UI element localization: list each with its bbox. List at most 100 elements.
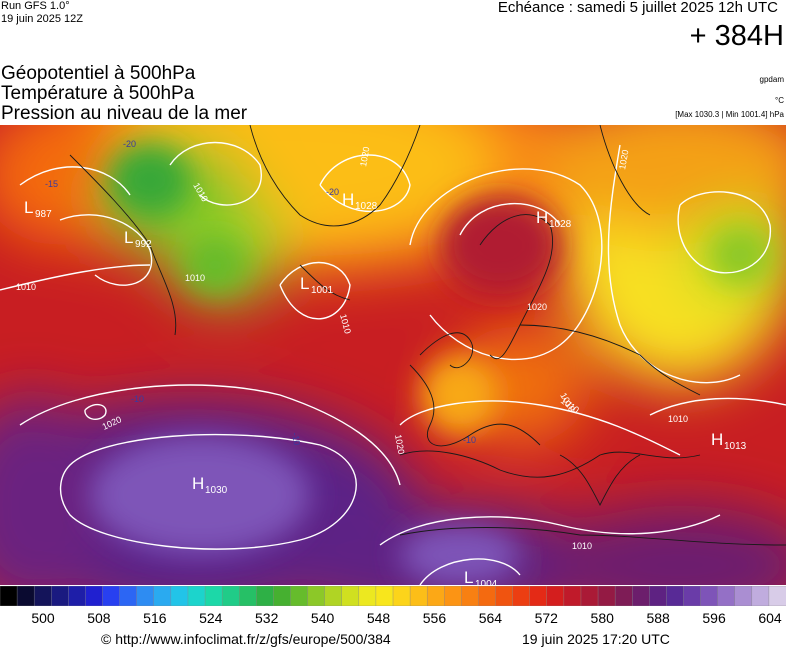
scale-cell xyxy=(409,586,428,606)
scale-cell xyxy=(700,586,719,606)
run-date: 19 juin 2025 12Z xyxy=(1,13,83,25)
isobar-label: 1010 xyxy=(185,273,205,283)
temp-label: -10 xyxy=(131,394,144,404)
scale-tick-label: 524 xyxy=(199,610,223,626)
low-pressure-center: L 1004 xyxy=(464,568,498,585)
scale-cell xyxy=(717,586,736,606)
scale-cell xyxy=(375,586,394,606)
scale-cell xyxy=(392,586,411,606)
scale-cell xyxy=(597,586,616,606)
svg-text:1004: 1004 xyxy=(475,579,498,585)
high-pressure-center: H 1028 xyxy=(536,208,572,230)
scale-cell xyxy=(0,586,18,606)
scale-cell xyxy=(221,586,240,606)
isobar-label: 1010 xyxy=(16,282,36,292)
scale-cell xyxy=(51,586,70,606)
high-pressure-center: H 1030 xyxy=(192,474,228,496)
scale-cell xyxy=(136,586,155,606)
scale-cell xyxy=(256,586,275,606)
isobar-label: 1020 xyxy=(617,149,630,170)
svg-text:H: H xyxy=(536,208,548,227)
scale-cell xyxy=(666,586,685,606)
scale-cell xyxy=(632,586,651,606)
scale-cell xyxy=(239,586,258,606)
svg-text:1028: 1028 xyxy=(549,219,572,230)
scale-tick-label: 532 xyxy=(255,610,279,626)
isobar-label: 1010 xyxy=(572,541,592,551)
svg-text:L: L xyxy=(24,198,33,217)
low-pressure-center: L 1001 xyxy=(300,274,334,296)
color-scale xyxy=(0,586,786,606)
scale-cell xyxy=(546,586,565,606)
scale-cell xyxy=(614,586,633,606)
scale-cell xyxy=(358,586,377,606)
scale-cell xyxy=(495,586,514,606)
field-mslp: Pression au niveau de la mer xyxy=(1,103,248,124)
scale-tick-label: 548 xyxy=(366,610,391,626)
high-pressure-center: H 1013 xyxy=(711,430,747,452)
svg-text:992: 992 xyxy=(135,239,152,250)
svg-text:L: L xyxy=(124,228,133,247)
scale-cell xyxy=(649,586,668,606)
scale-tick-label: 556 xyxy=(422,610,447,626)
scale-cell xyxy=(119,586,138,606)
temperature-field xyxy=(0,125,786,585)
svg-text:H: H xyxy=(711,430,723,449)
temp-label: -15 xyxy=(45,179,58,189)
scale-cell xyxy=(68,586,87,606)
scale-cell xyxy=(102,586,121,606)
svg-text:987: 987 xyxy=(35,209,52,220)
scale-cell xyxy=(580,586,599,606)
scale-tick-label: 604 xyxy=(758,610,782,626)
svg-text:L: L xyxy=(300,274,309,293)
scale-cell xyxy=(33,586,52,606)
scale-cell xyxy=(751,586,770,606)
scale-cell xyxy=(768,586,786,606)
scale-cell xyxy=(204,586,223,606)
scale-cell xyxy=(187,586,206,606)
scale-tick-label: 508 xyxy=(87,610,111,626)
unit-gpdam: gpdam xyxy=(759,75,784,84)
scale-cell xyxy=(426,586,445,606)
scale-cell xyxy=(734,586,753,606)
low-pressure-center: L 987 xyxy=(24,198,52,220)
max-min-pressure: [Max 1030.3 | Min 1001.4] hPa xyxy=(675,110,784,119)
temp-label: -20 xyxy=(326,187,339,197)
scale-cell xyxy=(273,586,292,606)
scale-cell xyxy=(170,586,189,606)
scale-cell xyxy=(85,586,104,606)
run-label: Run GFS 1.0° xyxy=(1,0,70,12)
scale-tick-label: 580 xyxy=(590,610,614,626)
scale-cell xyxy=(307,586,326,606)
svg-text:1013: 1013 xyxy=(724,441,747,452)
weather-map: 1010 1010 1010 1010 1010 1020 1020 1020 … xyxy=(0,125,786,585)
scale-tick-label: 540 xyxy=(310,610,335,626)
scale-cell xyxy=(529,586,548,606)
scale-cell xyxy=(512,586,531,606)
low-pressure-center: L 992 xyxy=(124,228,152,250)
scale-cell xyxy=(341,586,360,606)
scale-cell xyxy=(324,586,343,606)
field-geopotential: Géopotentiel à 500hPa xyxy=(1,63,196,84)
coastlines xyxy=(69,125,786,546)
unit-celsius: °C xyxy=(775,96,784,105)
scale-cell xyxy=(153,586,172,606)
scale-cell xyxy=(563,586,582,606)
forecast-valid-time: Echéance : samedi 5 juillet 2025 12h UTC xyxy=(497,0,778,16)
temperature-labels: -20 -15 -20 -10 -10 -10 xyxy=(45,139,476,446)
field-temperature: Température à 500hPa xyxy=(1,83,195,104)
scale-cell xyxy=(478,586,497,606)
scale-tick-label: 500 xyxy=(31,610,55,626)
scale-tick-label: 564 xyxy=(478,610,503,626)
temp-label: -10 xyxy=(463,435,476,445)
isobars xyxy=(0,141,786,585)
svg-text:H: H xyxy=(192,474,204,493)
scale-cell xyxy=(290,586,309,606)
svg-text:1030: 1030 xyxy=(205,485,228,496)
pressure-centers: H 1028 H 1028 H 1030 H 1013 L 987 L 992 … xyxy=(24,190,747,585)
scale-cell xyxy=(683,586,702,606)
temp-label: -20 xyxy=(123,139,136,149)
scale-cell xyxy=(16,586,35,606)
isobar-label: 1020 xyxy=(358,146,371,167)
high-pressure-center: H 1028 xyxy=(342,190,378,212)
